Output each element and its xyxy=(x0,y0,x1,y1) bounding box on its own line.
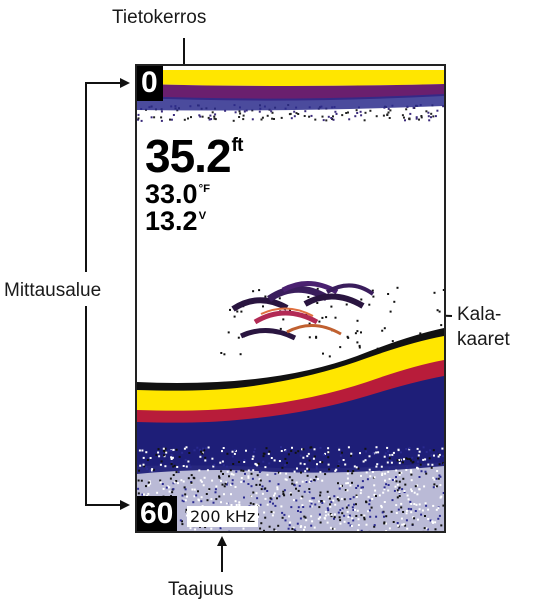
surface-band xyxy=(137,70,444,86)
callout-frequency: Taajuus xyxy=(168,579,234,600)
bottom-deep xyxy=(137,376,444,474)
surface-band-fringe xyxy=(137,94,444,111)
temperature-unit: °F xyxy=(198,183,211,195)
callout-data-layer: Tietokerros xyxy=(112,7,207,28)
range-bottom-label: 60 xyxy=(137,496,178,531)
sonar-image xyxy=(137,70,444,531)
arrow-range-bottom xyxy=(85,306,130,510)
callout-range: Mittausalue xyxy=(4,280,102,301)
fish-arcs xyxy=(231,281,375,341)
range-top-label: 0 xyxy=(137,66,163,101)
bottom-dark-edge xyxy=(137,328,444,392)
voltage-value: 13.2 xyxy=(145,206,198,236)
voltage-unit: V xyxy=(198,210,207,222)
temperature-value: 33.0 xyxy=(145,179,198,209)
callout-fish-arcs: Kala- kaaret xyxy=(457,304,510,350)
depth-unit: ft xyxy=(231,135,244,156)
depth-readout: 35.2ft xyxy=(145,130,244,182)
surface-band-lower xyxy=(137,84,444,101)
sonar-display: 0 35.2ft 33.0°F 13.2V 60 200 kHz xyxy=(135,64,446,533)
bottom-yellow xyxy=(137,336,444,412)
temperature-readout: 33.0°F xyxy=(145,181,210,208)
depth-value: 35.2 xyxy=(145,130,232,182)
voltage-readout: 13.2V xyxy=(145,208,206,235)
arrow-range-top xyxy=(85,78,130,272)
frequency-label: 200 kHz xyxy=(187,506,259,527)
